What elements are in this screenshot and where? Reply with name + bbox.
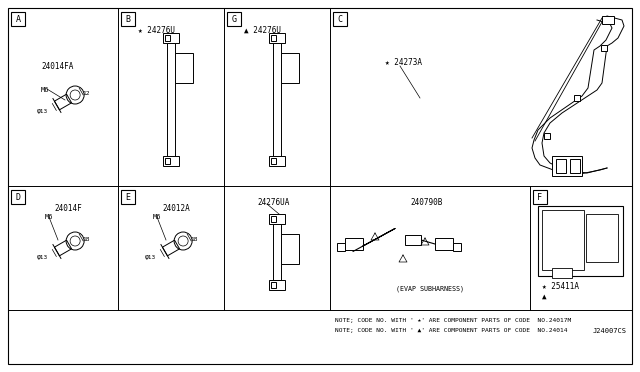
Text: NOTE; CODE NO. WITH ' ★' ARE COMPONENT PARTS OF CODE  NO.24017M: NOTE; CODE NO. WITH ' ★' ARE COMPONENT P… [335,318,572,323]
Bar [574,95,580,101]
Bar [271,282,276,288]
Bar [602,16,614,24]
Bar [337,243,345,251]
Text: M6: M6 [41,87,49,93]
Text: 18: 18 [82,237,90,242]
Text: M6: M6 [45,214,54,220]
Bar [227,12,241,26]
Bar [333,12,347,26]
Bar [269,280,285,290]
Bar [570,159,580,173]
Bar [273,43,281,156]
Bar [167,43,175,156]
Bar [281,234,299,264]
Text: B: B [125,15,131,23]
Bar [281,53,299,83]
Bar [121,12,135,26]
Text: ▲: ▲ [542,292,547,301]
Text: ★ 25411A: ★ 25411A [542,282,579,291]
Text: NOTE; CODE NO. WITH ' ▲' ARE COMPONENT PARTS OF CODE  NO.24014: NOTE; CODE NO. WITH ' ▲' ARE COMPONENT P… [335,328,568,333]
Bar [165,35,170,41]
Text: 24012A: 24012A [162,204,190,213]
Text: 12: 12 [82,91,90,96]
Bar [11,12,25,26]
Bar [273,224,281,280]
Text: M6: M6 [153,214,161,220]
Text: 18: 18 [190,237,198,242]
Bar [269,214,285,224]
Text: (EVAP SUBHARNESS): (EVAP SUBHARNESS) [396,285,464,292]
Bar [163,156,179,166]
Text: 24276UA: 24276UA [257,198,289,207]
Text: ★ 24273A: ★ 24273A [385,58,422,67]
Text: φ13: φ13 [36,109,48,114]
Bar [552,156,582,176]
Bar [345,238,363,250]
Text: C: C [337,15,342,23]
Bar [453,243,461,251]
Text: A: A [15,15,20,23]
Text: G: G [232,15,237,23]
Bar [601,45,607,51]
Bar [586,214,618,262]
Bar [405,235,421,245]
Bar [552,268,572,278]
Text: ▲ 24276U: ▲ 24276U [244,26,281,35]
Bar [175,53,193,83]
Bar [271,158,276,164]
Text: F: F [538,192,543,202]
Text: 240790B: 240790B [410,198,442,207]
Bar [11,190,25,204]
Bar [271,35,276,41]
Bar [542,210,584,270]
Bar [163,33,179,43]
Text: 24014FA: 24014FA [42,62,74,71]
Text: ★ 24276U: ★ 24276U [138,26,175,35]
Bar [271,216,276,222]
Text: J24007CS: J24007CS [593,328,627,334]
Bar [121,190,135,204]
Bar [269,33,285,43]
Text: φ13: φ13 [36,255,48,260]
Text: E: E [125,192,131,202]
Text: D: D [15,192,20,202]
Bar [556,159,566,173]
Bar [269,156,285,166]
Bar [533,190,547,204]
Bar [538,206,623,276]
Bar [435,238,453,250]
Text: 24014F: 24014F [54,204,82,213]
Text: φ13: φ13 [145,255,156,260]
Bar [165,158,170,164]
Bar [544,133,550,139]
